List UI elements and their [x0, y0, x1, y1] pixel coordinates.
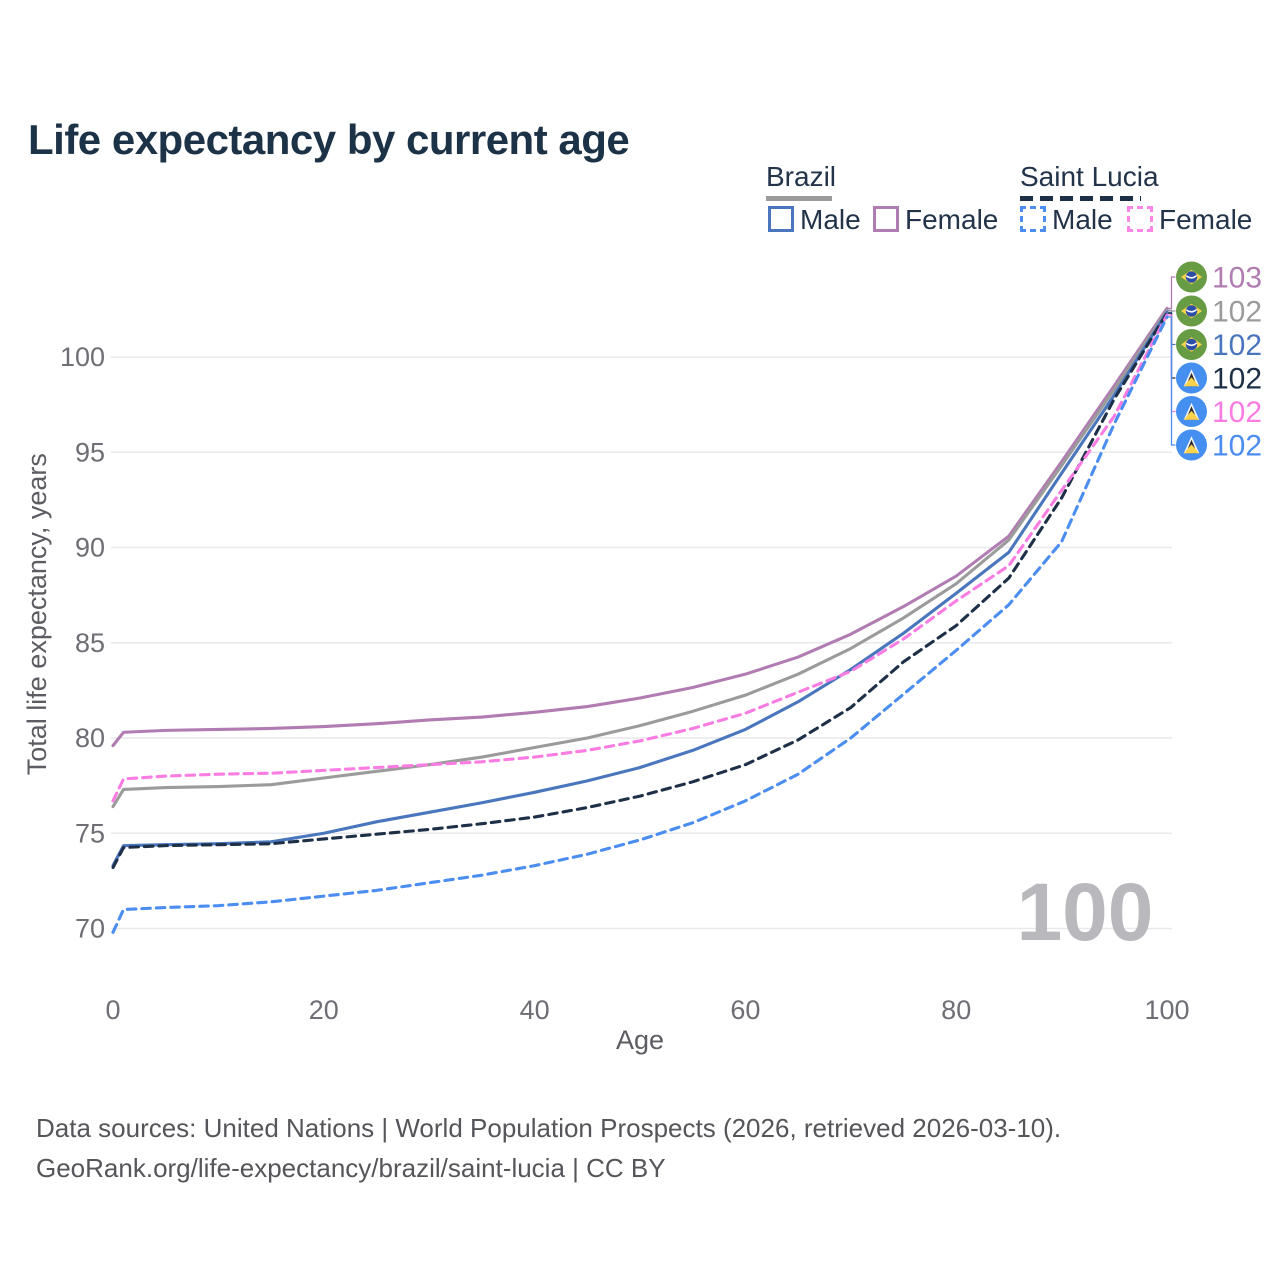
watermark: 100	[1017, 867, 1154, 958]
series-line-brazil-male[interactable]	[111, 310, 1169, 868]
y-tick-label: 85	[75, 628, 105, 658]
legend-underline-saint-lucia	[1020, 196, 1141, 201]
series-end-value-brazil-female: 103	[1212, 262, 1262, 295]
saint-lucia-flag-icon	[1176, 396, 1207, 427]
series-line-brazil-female[interactable]	[111, 306, 1169, 748]
chart-svg: 70 75 80 85 90 95 100 100 0 20 40 60 80 100 Age Total l…	[22, 261, 1262, 1055]
page-title: Life expectancy by current age	[28, 116, 630, 164]
y-tick-label: 100	[60, 342, 105, 372]
y-tick-label: 95	[75, 437, 105, 467]
legend-swatch-brazil-female[interactable]	[873, 206, 899, 232]
series-end-value-saint-lucia-female: 102	[1212, 396, 1262, 429]
legend-underline-brazil	[766, 196, 832, 201]
end-label-connector	[1168, 316, 1176, 446]
series-end-value-brazil-male: 102	[1212, 329, 1262, 362]
legend-label-brazil-female[interactable]: Female	[905, 204, 999, 235]
series-line-saint-lucia-both[interactable]	[111, 311, 1169, 870]
legend-swatch-saint-lucia-male[interactable]	[1020, 206, 1046, 232]
brazil-flag-icon	[1176, 261, 1207, 293]
legend-country-saint-lucia[interactable]: Saint Lucia	[1020, 161, 1159, 192]
brazil-flag-icon	[1176, 329, 1207, 360]
x-tick-label: 100	[1144, 995, 1189, 1025]
legend-swatch-saint-lucia-female[interactable]	[1127, 206, 1153, 232]
series-end-value-saint-lucia-both: 102	[1212, 363, 1262, 396]
footer-line-2: GeoRank.org/life-expectancy/brazil/saint…	[36, 1153, 666, 1183]
end-label-connector	[1168, 309, 1176, 312]
legend-label-saint-lucia-male[interactable]: Male	[1052, 204, 1113, 235]
y-tick-label: 75	[75, 818, 105, 848]
data-source-footer: Data sources: United Nations | World Pop…	[36, 1108, 1061, 1188]
series-end-value-saint-lucia-male: 102	[1212, 430, 1262, 463]
series-line-saint-lucia-male[interactable]	[111, 315, 1169, 934]
x-tick-label: 0	[105, 995, 120, 1025]
x-tick-label: 80	[941, 995, 971, 1025]
legend: Brazil Male Female Saint Lucia Male Fema…	[0, 0, 1280, 240]
y-tick-label: 70	[75, 914, 105, 944]
end-label-connector	[1168, 276, 1176, 310]
x-tick-label: 40	[520, 995, 550, 1025]
x-axis-title: Age	[616, 1025, 664, 1055]
legend-swatch-brazil-male[interactable]	[768, 206, 794, 232]
legend-country-brazil[interactable]: Brazil	[766, 161, 837, 192]
legend-label-brazil-male[interactable]: Male	[800, 204, 861, 235]
y-tick-label: 90	[75, 533, 105, 563]
x-tick-label: 20	[309, 995, 339, 1025]
series-line-saint-lucia-female[interactable]	[111, 313, 1169, 803]
saint-lucia-flag-icon	[1176, 362, 1207, 394]
y-tick-label: 80	[75, 723, 105, 753]
saint-lucia-flag-icon	[1176, 429, 1207, 461]
y-axis-title: Total life expectancy, years	[22, 453, 52, 775]
footer-line-1: Data sources: United Nations | World Pop…	[36, 1113, 1062, 1143]
series-end-value-brazil-both: 102	[1212, 296, 1262, 329]
legend-label-saint-lucia-female[interactable]: Female	[1159, 204, 1253, 235]
series-line-brazil-both[interactable]	[111, 308, 1169, 809]
brazil-flag-icon	[1176, 295, 1207, 327]
x-tick-label: 60	[730, 995, 760, 1025]
